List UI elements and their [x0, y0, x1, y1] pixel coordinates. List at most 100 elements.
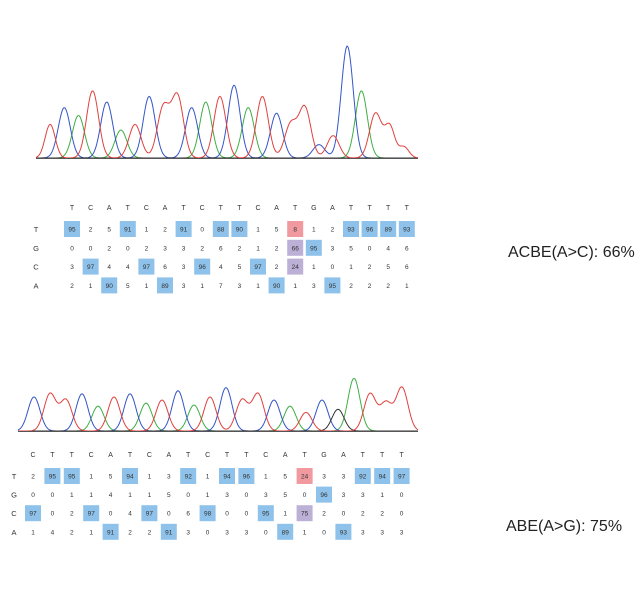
table-cell-value: 1	[349, 264, 353, 271]
sequence-base: A	[330, 205, 335, 212]
table-cell-value: 1	[312, 264, 316, 271]
highlight-cell	[287, 258, 304, 275]
table-cell-value: 0	[51, 492, 55, 499]
table-cell-value: 3	[322, 474, 326, 481]
sequence-base: T	[128, 452, 133, 459]
highlight-cell	[296, 505, 313, 522]
highlight-cell	[122, 468, 138, 484]
table-cell-value: 3	[264, 492, 268, 499]
editing-percentage-label: ABE(A>G): 75%	[506, 518, 623, 535]
table-cell-value: 97	[143, 264, 151, 271]
sequence-base: T	[186, 452, 191, 459]
table-cell-value: 92	[185, 474, 193, 481]
table-cell-value: 2	[128, 529, 132, 536]
table-cell-value: 2	[238, 245, 242, 252]
table-cell-value: 1	[148, 492, 152, 499]
table-cell-value: 3	[361, 529, 365, 536]
table-cell-value: 0	[206, 529, 210, 536]
table-cell-value: 1	[256, 283, 260, 290]
table-cell-value: 8	[293, 227, 297, 234]
table-cell-value: 97	[398, 474, 406, 481]
table-cell-value: 5	[349, 245, 353, 252]
table-cell-value: 96	[320, 492, 328, 499]
table-cell-value: 2	[148, 529, 152, 536]
table-cell-value: 1	[283, 511, 287, 518]
table-cell-value: 2	[89, 227, 93, 234]
table-cell-value: 0	[200, 227, 204, 234]
highlight-cell	[393, 468, 410, 484]
table-cell-value: 0	[245, 511, 249, 518]
table-cell-value: 3	[186, 529, 190, 536]
table-cell-value: 2	[349, 283, 353, 290]
table-cell-value: 6	[405, 264, 409, 271]
table-cell-value: 1	[89, 492, 93, 499]
highlight-cell	[82, 258, 99, 275]
table-cell-value: 95	[262, 511, 270, 518]
table-cell-value: 2	[70, 283, 74, 290]
table-cell-value: 89	[282, 529, 290, 536]
highlight-cell	[231, 221, 248, 237]
table-cell-value: 3	[70, 264, 74, 271]
table-cell-value: 2	[368, 283, 372, 290]
sequence-base: C	[255, 205, 260, 212]
table-cell-value: 2	[331, 227, 335, 234]
table-cell-value: 4	[386, 245, 390, 252]
sequence-base: G	[321, 452, 326, 459]
table-cell-value: 2	[380, 511, 384, 518]
highlight-cell	[354, 468, 371, 484]
table-cell-value: 0	[89, 245, 93, 252]
table-cell-value: 3	[182, 245, 186, 252]
table-cell-value: 3	[331, 245, 335, 252]
table-cell-value: 97	[146, 511, 154, 518]
table-cell-value: 3	[182, 264, 186, 271]
table-cell-value: 97	[88, 511, 96, 518]
table-cell-value: 6	[405, 245, 409, 252]
sequence-base: T	[219, 205, 224, 212]
table-cell-value: 93	[340, 529, 348, 536]
sequence-base: A	[107, 205, 112, 212]
table-cell-value: 91	[180, 227, 188, 234]
table-cell-value: 1	[293, 283, 297, 290]
table-cell-value: 0	[303, 492, 307, 499]
highlight-cell	[157, 277, 173, 294]
table-cell-value: 1	[200, 283, 204, 290]
table-cell-value: 2	[70, 511, 74, 518]
table-cell-value: 24	[301, 474, 309, 481]
table-cell-value: 95	[68, 474, 76, 481]
table-cell-value: 0	[186, 492, 190, 499]
table-cell-value: 3	[225, 529, 229, 536]
trace-line-t	[35, 90, 419, 159]
table-cell-value: 0	[31, 492, 35, 499]
table-cell-value: 3	[167, 474, 171, 481]
table-cell-value: 96	[199, 264, 207, 271]
sequence-base: T	[244, 452, 249, 459]
table-cell-value: 0	[109, 511, 113, 518]
table-cell-value: 3	[225, 492, 229, 499]
table-cell-value: 98	[204, 511, 212, 518]
table-cell-value: 5	[167, 492, 171, 499]
row-label-a: A	[33, 281, 38, 290]
table-cell-value: 1	[89, 474, 93, 481]
table-cell-value: 2	[31, 474, 35, 481]
table-cell-value: 90	[236, 227, 244, 234]
table-cell-value: 1	[70, 492, 74, 499]
table-cell-value: 2	[275, 264, 279, 271]
table-cell-value: 3	[163, 245, 167, 252]
table-cell-value: 6	[163, 264, 167, 271]
sequence-base: T	[380, 452, 385, 459]
table-cell-value: 5	[109, 474, 113, 481]
row-label-t: T	[34, 225, 39, 234]
sequence-base: T	[181, 205, 186, 212]
table-cell-value: 4	[219, 264, 223, 271]
highlight-cell	[141, 505, 158, 522]
table-cell-value: 5	[107, 227, 111, 234]
highlight-cell	[374, 468, 391, 484]
table-cell-value: 90	[273, 283, 281, 290]
table-cell-value: 1	[303, 529, 307, 536]
highlight-cell	[160, 523, 177, 540]
highlight-cell	[119, 221, 136, 237]
highlight-cell	[257, 505, 274, 522]
highlight-cell	[268, 277, 285, 294]
highlight-cell	[102, 523, 119, 540]
highlight-cell	[343, 221, 359, 237]
